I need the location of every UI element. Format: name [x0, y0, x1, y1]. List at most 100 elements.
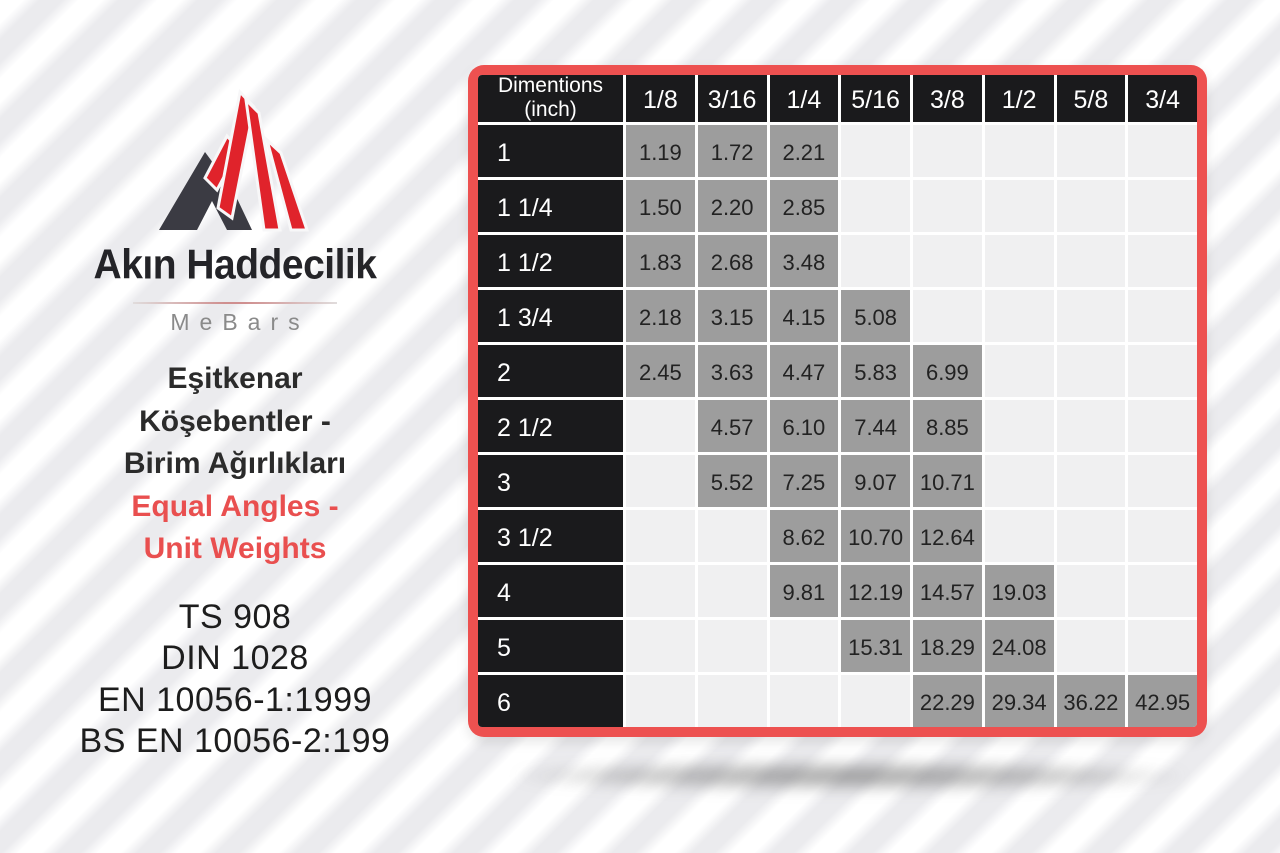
- weight-cell: 22.29: [913, 675, 982, 727]
- weight-cell: [1056, 400, 1126, 452]
- row-label: 2 1/2: [478, 400, 623, 452]
- weight-cell: 5.52: [697, 455, 767, 507]
- headline-turkish: Eşitkenar Köşebentler - Birim Ağırlıkları: [123, 362, 347, 481]
- weight-cell: 9.07: [841, 455, 910, 507]
- headline-english: Equal Angles - Unit Weights: [131, 489, 339, 566]
- weight-cell: [841, 125, 910, 177]
- weights-table: Dimentions (inch) 1/8 3/16 1/4 5/16 3/8 1/2 5/8 3…: [478, 75, 1197, 727]
- column-header: 1/4: [769, 75, 839, 122]
- weight-cell: [984, 510, 1054, 562]
- column-header: 5/8: [1056, 75, 1126, 122]
- weight-cell: [1056, 510, 1126, 562]
- weight-cell: [984, 455, 1054, 507]
- weight-cell: 36.22: [1056, 675, 1126, 727]
- weight-cell: 42.95: [1128, 675, 1197, 727]
- column-header: 3/4: [1128, 75, 1197, 122]
- weight-cell: 2.45: [626, 345, 695, 397]
- weight-cell: [913, 180, 982, 232]
- weight-cell: 1.72: [697, 125, 767, 177]
- weight-cell: 5.08: [841, 290, 910, 342]
- weight-cell: [697, 675, 767, 727]
- weight-cell: 1.50: [626, 180, 695, 232]
- weight-cell: 4.47: [769, 345, 839, 397]
- weight-cell: [697, 620, 767, 672]
- weight-cell: 10.71: [913, 455, 982, 507]
- weight-cell: 6.10: [769, 400, 839, 452]
- weight-cell: [1128, 565, 1197, 617]
- weight-cell: [1056, 620, 1126, 672]
- weight-cell: 5.83: [841, 345, 910, 397]
- weight-cell: [1128, 235, 1197, 287]
- row-label: 2: [478, 345, 623, 397]
- branding-panel: Akın Haddecilik MeBars Eşitkenar Köşebent…: [0, 0, 470, 853]
- weight-cell: 12.64: [913, 510, 982, 562]
- weight-cell: [626, 455, 695, 507]
- weight-cell: [984, 400, 1054, 452]
- weight-cell: [1128, 125, 1197, 177]
- weight-cell: 15.31: [841, 620, 910, 672]
- weight-cell: 7.44: [841, 400, 910, 452]
- weight-cell: [984, 235, 1054, 287]
- weight-cell: 3.63: [697, 345, 767, 397]
- weight-cell: 8.62: [769, 510, 839, 562]
- weight-cell: [769, 675, 839, 727]
- weight-cell: [984, 180, 1054, 232]
- weight-cell: [841, 235, 910, 287]
- row-label: 3: [478, 455, 623, 507]
- weight-cell: [697, 565, 767, 617]
- weight-cell: [1128, 620, 1197, 672]
- weight-cell: 2.85: [769, 180, 839, 232]
- weight-cell: 4.57: [697, 400, 767, 452]
- column-header: 3/8: [913, 75, 982, 122]
- weight-cell: 2.68: [697, 235, 767, 287]
- row-label: 4: [478, 565, 623, 617]
- weight-cell: [1128, 290, 1197, 342]
- weight-cell: 3.48: [769, 235, 839, 287]
- column-header: 1/8: [626, 75, 695, 122]
- weight-cell: [1128, 400, 1197, 452]
- weight-cell: 12.19: [841, 565, 910, 617]
- weight-cell: [913, 235, 982, 287]
- company-name: Akın Haddecilik: [93, 242, 377, 289]
- weight-cell: 7.25: [769, 455, 839, 507]
- brand-divider: [133, 302, 337, 304]
- weight-cell: 6.99: [913, 345, 982, 397]
- weight-cell: [1056, 345, 1126, 397]
- row-label: 1 1/2: [478, 235, 623, 287]
- weight-cell: [841, 675, 910, 727]
- weight-cell: [697, 510, 767, 562]
- weight-cell: [913, 290, 982, 342]
- weight-cell: [1056, 180, 1126, 232]
- row-label: 1 3/4: [478, 290, 623, 342]
- weight-cell: 19.03: [984, 565, 1054, 617]
- row-label: 1: [478, 125, 623, 177]
- weight-cell: 2.18: [626, 290, 695, 342]
- weight-cell: 2.21: [769, 125, 839, 177]
- table-floor-shadow: [515, 762, 1185, 790]
- weight-cell: [984, 345, 1054, 397]
- weight-cell: 4.15: [769, 290, 839, 342]
- company-logo-icon: [159, 88, 310, 232]
- weight-cell: 18.29: [913, 620, 982, 672]
- column-header: 5/16: [841, 75, 910, 122]
- weight-cell: [913, 125, 982, 177]
- weight-cell: [626, 510, 695, 562]
- weight-cell: 10.70: [841, 510, 910, 562]
- weight-cell: [984, 125, 1054, 177]
- weight-cell: [626, 565, 695, 617]
- weight-cell: [841, 180, 910, 232]
- weight-cell: [626, 675, 695, 727]
- weight-cell: [626, 620, 695, 672]
- weight-cell: [1128, 345, 1197, 397]
- weight-cell: [1056, 455, 1126, 507]
- weight-cell: [1128, 180, 1197, 232]
- row-label: 1 1/4: [478, 180, 623, 232]
- standards-list: TS 908 DIN 1028 EN 10056-1:1999 BS EN 10056…: [79, 597, 391, 761]
- weight-cell: [1056, 565, 1126, 617]
- row-label: 3 1/2: [478, 510, 623, 562]
- weight-cell: [769, 620, 839, 672]
- logo-red-stripes: [203, 88, 310, 232]
- weight-cell: 24.08: [984, 620, 1054, 672]
- weight-cell: [984, 290, 1054, 342]
